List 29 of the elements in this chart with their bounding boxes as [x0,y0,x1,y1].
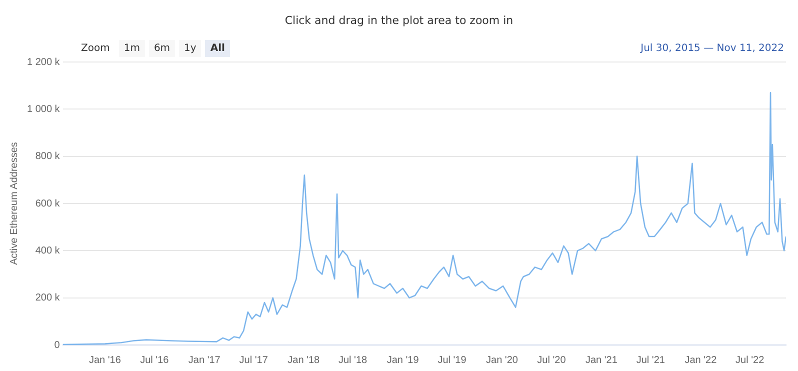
text: Zoom [80,42,111,56]
text: 6m [148,40,176,57]
y-tick-label: 1 000 k [26,104,61,115]
x-tick-label: Jan '20 [486,354,518,366]
x-tick-label: Jul '21 [636,354,666,366]
text: Jul 30, 2015 — Nov 11, 2022 [640,43,784,54]
x-tick-label: Jan '21 [585,354,618,366]
text: 1y [179,40,202,57]
x-tick-label: Jan '19 [386,354,420,366]
y-tick-label: 200 k [35,292,61,304]
y-axis-title: Active Ethereum Addresses [8,142,20,265]
y-tick-label: 1 200 k [26,56,61,68]
y-tick-label: 400 k [35,245,61,256]
text: 1m [118,40,145,57]
x-tick-label: Jan '17 [188,354,221,366]
text: All [205,40,230,57]
x-tick-label: Jan '16 [88,354,122,366]
y-tick-label: 600 k [35,198,61,210]
chart-subtitle: Click and drag in the plot area to zoom in [284,14,514,27]
y-tick-label: 0 [54,340,60,351]
x-tick-label: Jul '19 [438,354,467,366]
x-tick-label: Jul '18 [338,354,368,366]
x-tick-label: Jul '20 [537,354,566,366]
y-tick-label: 800 k [35,151,61,162]
x-tick-label: Jan '22 [684,354,718,366]
x-tick-label: Jul '22 [736,354,765,366]
x-tick-label: Jul '17 [239,354,268,366]
x-tick-label: Jan '18 [288,354,320,366]
x-tick-label: Jul '16 [140,354,170,366]
